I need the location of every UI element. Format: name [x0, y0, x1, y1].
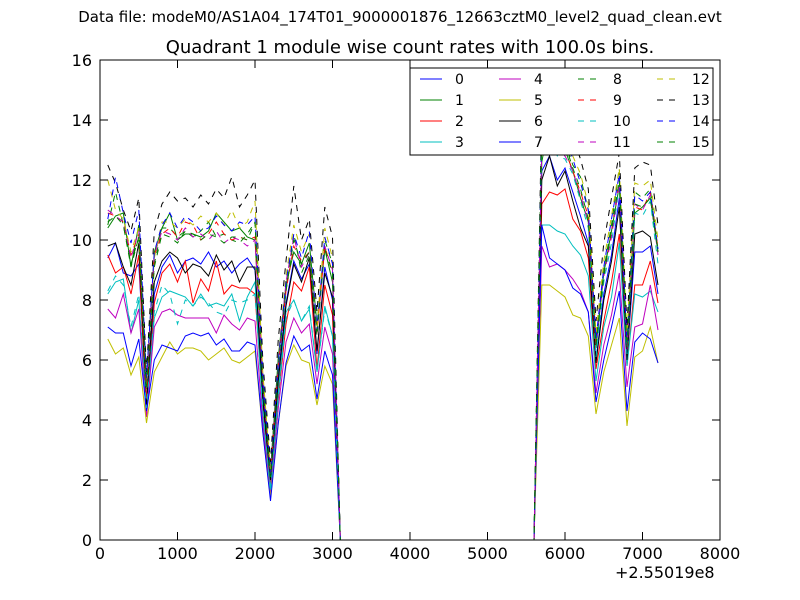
y-tick-label: 6	[82, 351, 92, 370]
legend-label-2: 2	[455, 114, 464, 130]
x-tick-label: 4000	[390, 544, 431, 563]
legend-label-11: 11	[613, 135, 631, 151]
series-line-7	[107, 224, 659, 540]
x-tick-label: 0	[95, 544, 105, 563]
x-tick-label: 7000	[622, 544, 663, 563]
series-line-9	[107, 121, 659, 540]
y-tick-label: 4	[82, 411, 92, 430]
y-tick-label: 16	[72, 51, 92, 70]
legend-label-4: 4	[534, 72, 543, 88]
legend-label-5: 5	[534, 93, 543, 109]
legend-label-0: 0	[455, 72, 464, 88]
chart-supertitle: Data file: modeM0/AS1A04_174T01_90000018…	[78, 8, 722, 26]
series-layer	[107, 101, 659, 540]
legend-box	[409, 67, 714, 156]
legend-label-8: 8	[613, 72, 622, 88]
y-tick-label: 8	[82, 291, 92, 310]
x-tick-label: 8000	[700, 544, 741, 563]
series-line-14	[107, 119, 659, 540]
series-line-12	[107, 103, 659, 540]
chart-title: Quadrant 1 module wise count rates with …	[165, 37, 655, 58]
series-line-2	[107, 188, 659, 540]
series-line-15	[107, 122, 659, 540]
series-line-10	[107, 134, 659, 540]
series-line-4	[107, 245, 659, 540]
series-line-5	[107, 284, 659, 540]
series-line-6	[107, 154, 659, 540]
series-line-8	[107, 109, 659, 540]
series-line-11	[107, 127, 659, 540]
y-tick-label: 14	[72, 111, 92, 130]
legend-label-13: 13	[692, 93, 710, 109]
series-line-0	[107, 154, 659, 540]
x-tick-label: 6000	[545, 544, 586, 563]
legend-label-15: 15	[692, 135, 710, 151]
series-line-13	[107, 101, 659, 540]
legend-label-3: 3	[455, 135, 464, 151]
x-tick-label: 3000	[312, 544, 353, 563]
legend-label-14: 14	[692, 114, 710, 130]
legend-label-6: 6	[534, 114, 543, 130]
series-line-3	[107, 224, 659, 540]
legend-label-9: 9	[613, 93, 622, 109]
x-axis-offset-label: +2.55019e8	[615, 563, 715, 582]
y-tick-label: 2	[82, 471, 92, 490]
legend-label-12: 12	[692, 72, 710, 88]
ticks-layer: 0 1000 2000 3000 4000 5000 6000 7000 80000246810…	[72, 51, 741, 563]
legend-label-10: 10	[613, 114, 631, 130]
legend-label-7: 7	[534, 135, 543, 151]
y-tick-label: 0	[82, 531, 92, 550]
legend-label-1: 1	[455, 93, 464, 109]
x-tick-label: 5000	[467, 544, 508, 563]
y-tick-label: 12	[72, 171, 92, 190]
x-tick-label: 2000	[235, 544, 276, 563]
y-tick-label: 10	[72, 231, 92, 250]
x-tick-label: 1000	[157, 544, 198, 563]
